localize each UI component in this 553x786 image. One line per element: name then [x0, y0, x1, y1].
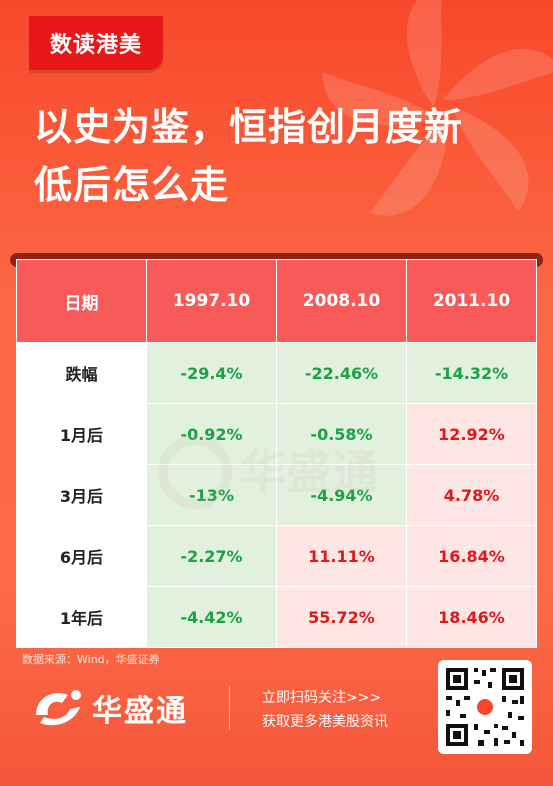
footer-brand-logo: 华盛通	[30, 680, 215, 736]
title-line-2: 低后怎么走	[34, 163, 230, 207]
follow-cta: 立即扫码关注>>> 获取更多港美股资讯	[262, 686, 388, 734]
table-row: 6月后 -2.27% 11.11% 16.84%	[16, 525, 537, 587]
value-cell: -0.92%	[146, 403, 277, 465]
title-line-1: 以史为鉴，恒指创月度新	[34, 105, 464, 149]
bauhinia-flower-decoration	[322, 0, 553, 216]
value-cell: 12.92%	[406, 403, 537, 465]
value-cell: -22.46%	[276, 342, 407, 404]
header-cell-date: 日期	[16, 259, 147, 343]
value-cell: 4.78%	[406, 464, 537, 526]
header-cell-2011: 2011.10	[406, 259, 537, 343]
table-row: 跌幅 -29.4% -22.46% -14.32%	[16, 342, 537, 404]
brand-mark-icon	[36, 690, 81, 726]
value-cell: 16.84%	[406, 525, 537, 587]
value-cell: -0.58%	[276, 403, 407, 465]
value-cell: -2.27%	[146, 525, 277, 587]
page-title: 以史为鉴，恒指创月度新 低后怎么走	[34, 98, 534, 214]
table-row: 1年后 -4.42% 55.72% 18.46%	[16, 586, 537, 648]
qr-center-logo	[477, 699, 493, 715]
column-badge: 数读港美	[29, 16, 163, 70]
value-cell: -14.32%	[406, 342, 537, 404]
cta-line-1: 立即扫码关注>>>	[262, 690, 382, 706]
footer-brand-name: 华盛通	[92, 694, 188, 729]
row-label: 1年后	[16, 586, 147, 648]
data-table-panel: 日期 1997.10 2008.10 2011.10 跌幅 -29.4% -22.4…	[16, 259, 537, 648]
qr-code[interactable]	[438, 660, 532, 754]
table-header-row: 日期 1997.10 2008.10 2011.10	[16, 259, 537, 343]
value-cell: -13%	[146, 464, 277, 526]
row-label: 6月后	[16, 525, 147, 587]
header-cell-1997: 1997.10	[146, 259, 277, 343]
data-source-note: 数据来源：Wind，华盛证券	[22, 653, 160, 666]
value-cell: -4.94%	[276, 464, 407, 526]
value-cell: 55.72%	[276, 586, 407, 648]
value-cell: -4.42%	[146, 586, 277, 648]
table-row: 3月后 -13% -4.94% 4.78%	[16, 464, 537, 526]
row-label: 跌幅	[16, 342, 147, 404]
table-row: 1月后 -0.92% -0.58% 12.92%	[16, 403, 537, 465]
row-label: 3月后	[16, 464, 147, 526]
value-cell: -29.4%	[146, 342, 277, 404]
returns-table: 日期 1997.10 2008.10 2011.10 跌幅 -29.4% -22.4…	[16, 259, 537, 648]
value-cell: 18.46%	[406, 586, 537, 648]
value-cell: 11.11%	[276, 525, 407, 587]
footer-divider	[229, 686, 230, 730]
header-cell-2008: 2008.10	[276, 259, 407, 343]
cta-line-2: 获取更多港美股资讯	[262, 714, 388, 730]
row-label: 1月后	[16, 403, 147, 465]
